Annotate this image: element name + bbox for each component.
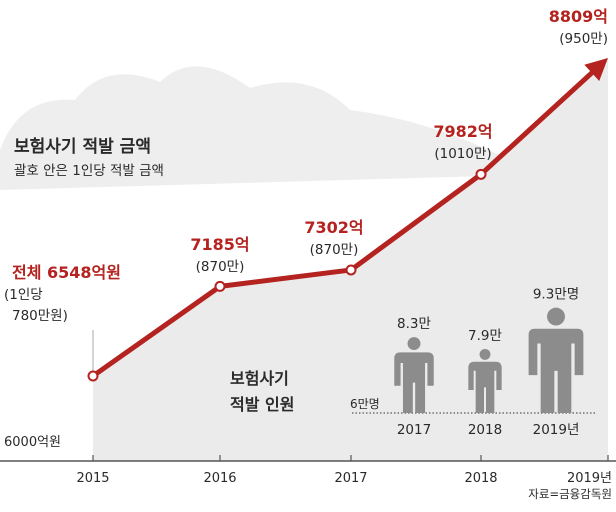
inset-value-label-2017: 8.3만 xyxy=(397,316,431,332)
inset-figures: 8.3만 2017 7.9만 2018 9.3만명 2019년 xyxy=(394,287,584,438)
x-tick-label: 2016 xyxy=(203,471,236,486)
per-person-label-2015: 780만원) xyxy=(12,308,68,324)
x-tick-label: 2015 xyxy=(76,471,109,486)
chart-title: 보험사기 적발 금액 xyxy=(14,136,151,157)
person-figure-2017 xyxy=(394,337,434,413)
source-label: 자료=금융감독원 xyxy=(528,487,612,501)
chart-subtitle: 괄호 안은 1인당 적발 금액 xyxy=(14,163,164,179)
value-label-2018: 7982억 xyxy=(433,122,492,141)
per-person-label-2017: (870만) xyxy=(310,242,359,258)
x-tick-label: 2019년 xyxy=(567,471,612,486)
per-person-label-2018: (1010만) xyxy=(434,146,491,162)
value-label-2017: 7302억 xyxy=(304,218,363,237)
per-person-label-2019년: (950만) xyxy=(559,31,608,47)
inset-title-line1: 보험사기 xyxy=(230,369,289,388)
data-point-2017 xyxy=(345,264,357,276)
inset-people-chart: 보험사기 적발 인원 6만명 8.3만 2017 7.9만 2018 9.3만명 2019… xyxy=(230,287,596,438)
per-person-label-2016: (870만) xyxy=(196,259,245,275)
data-point-2016 xyxy=(214,280,226,292)
x-axis-ticks: 2015 2016 2017 2018 2019년 xyxy=(76,455,612,486)
data-labels: 전체 6548억원 (1인당 780만원) 7185억 (870만) 7302억 (870만… xyxy=(4,7,608,324)
cloud-background xyxy=(0,66,520,190)
inset-year-label-2018: 2018 xyxy=(468,422,502,438)
baseline-label: 6000억원 xyxy=(4,435,61,450)
data-point-2018 xyxy=(475,168,487,180)
inset-value-label-2018: 7.9만 xyxy=(468,328,502,344)
x-tick-label: 2017 xyxy=(334,471,367,486)
data-point-2015 xyxy=(87,370,99,382)
per-person-label-2015: (1인당 xyxy=(4,287,43,303)
inset-title-line2: 적발 인원 xyxy=(230,395,294,414)
value-label-2015: 전체 6548억원 xyxy=(12,263,121,282)
person-figure-2019년 xyxy=(528,307,584,413)
x-tick-label: 2018 xyxy=(464,471,497,486)
person-figure-2018 xyxy=(468,348,502,413)
inset-year-label-2017: 2017 xyxy=(397,422,431,438)
value-label-2016: 7185억 xyxy=(190,235,249,254)
value-label-2019년: 8809억 xyxy=(549,7,608,26)
data-points xyxy=(87,168,487,382)
inset-year-label-2019년: 2019년 xyxy=(533,422,580,438)
inset-base-label: 6만명 xyxy=(350,397,380,411)
area-under-line xyxy=(93,58,608,461)
arrow-head xyxy=(584,58,608,81)
inset-value-label-2019년: 9.3만명 xyxy=(533,287,579,303)
